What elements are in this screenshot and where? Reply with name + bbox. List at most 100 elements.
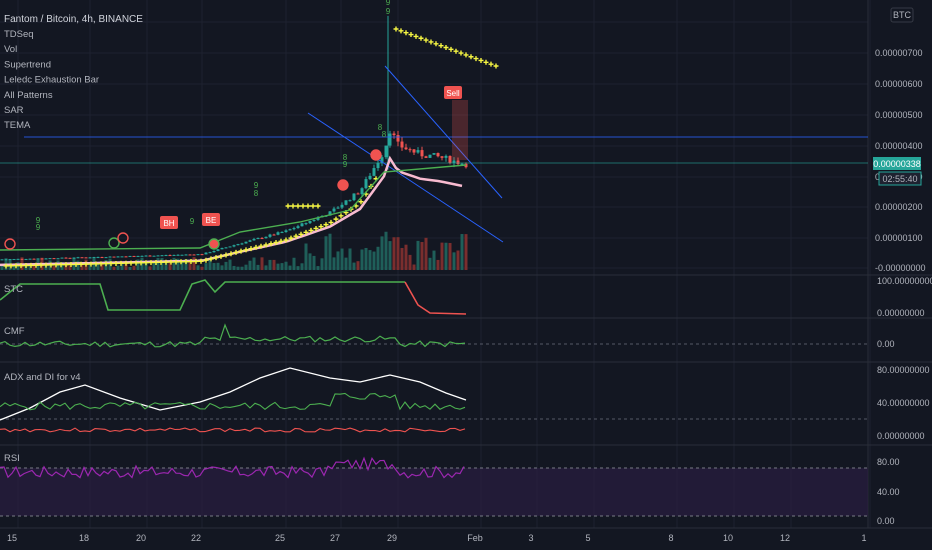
candle-body — [208, 252, 212, 254]
stc-line-green — [0, 279, 405, 311]
supertrend-mark — [138, 260, 144, 266]
time-tick-label: Feb — [467, 533, 483, 543]
candle-body — [436, 153, 440, 157]
candle-body — [168, 255, 172, 257]
cmf-pane — [0, 323, 868, 348]
supertrend-mark — [43, 262, 49, 268]
candle-body — [364, 179, 368, 189]
candle-body — [328, 211, 332, 216]
overlays — [0, 26, 868, 269]
supertrend-mark — [310, 203, 316, 209]
be-badge: BE — [206, 216, 217, 225]
supertrend-mark — [423, 37, 429, 43]
supertrend-mark — [463, 52, 469, 58]
last-price-text: 0.00000338 — [873, 159, 921, 169]
candle-body — [116, 256, 120, 258]
volume-bar — [388, 241, 392, 270]
supertrend-mark — [108, 261, 114, 267]
supertrend-mark — [143, 260, 149, 266]
volume-bar — [188, 259, 192, 270]
supertrend-mark — [148, 260, 154, 266]
volume-bar — [352, 262, 356, 270]
rsi-line — [0, 456, 465, 479]
supertrend-mark — [18, 263, 24, 269]
volume-bar — [216, 262, 220, 270]
adx-tick: 40.00000000 — [877, 398, 930, 408]
candle-body — [160, 255, 164, 257]
legend-item: Leledc Exhaustion Bar — [4, 75, 99, 86]
volume-bar — [376, 246, 380, 270]
candle-body — [432, 153, 436, 155]
supertrend-mark — [178, 259, 184, 265]
candle-body — [40, 258, 44, 260]
candle-body — [16, 258, 20, 260]
candle-body — [184, 254, 188, 256]
supertrend-mark — [318, 224, 324, 230]
time-tick-label: 15 — [7, 533, 17, 543]
pattern-marker — [370, 149, 382, 161]
candle-body — [176, 254, 180, 256]
adx-label: ADX and DI for v4 — [4, 372, 81, 383]
volume-bar — [372, 251, 376, 270]
pattern-marker — [117, 232, 129, 244]
volume-bar — [332, 257, 336, 270]
candle-body — [104, 257, 108, 259]
sell-zone — [452, 100, 468, 160]
candle-body — [360, 188, 364, 195]
trendline-lower — [307, 112, 504, 243]
supertrend-mark — [123, 260, 129, 266]
currency-button[interactable]: BTC — [890, 7, 914, 23]
pane-axes: 100.00000000 0.00000000 0.00 80.00000000 40.… — [877, 276, 932, 526]
candle-body — [352, 193, 356, 201]
candle-body — [268, 234, 272, 237]
indicator-legend[interactable]: TDSeq Vol Supertrend Leledc Exhaustion Bar A… — [4, 29, 99, 131]
supertrend-mark — [128, 260, 134, 266]
volume-bar — [420, 242, 424, 270]
candle-body — [284, 230, 288, 233]
candle-body — [0, 259, 4, 261]
candle-body — [256, 238, 260, 240]
candle-body — [456, 160, 460, 165]
volume-bar — [288, 265, 292, 270]
candle-body — [20, 258, 24, 260]
chart-title: Fantom / Bitcoin, 4h, BINANCE — [4, 14, 143, 25]
candle-body — [336, 207, 340, 209]
supertrend-mark — [208, 256, 214, 262]
candle-body — [112, 256, 116, 258]
volume-bar — [320, 258, 324, 270]
volume-bar — [12, 264, 16, 270]
supertrend-mark — [300, 203, 306, 209]
td-count: 9 — [36, 216, 41, 225]
supertrend-mark — [453, 48, 459, 54]
volume-bar — [364, 247, 368, 270]
td-count: 8 — [382, 130, 387, 139]
volume-bar — [148, 266, 152, 270]
volume-bar — [152, 260, 156, 270]
time-axis[interactable]: 15 18 20 22 25 27 29 Feb 3 5 8 10 12 1 — [7, 533, 867, 543]
volume-bar — [212, 263, 216, 270]
supertrend-mark — [88, 261, 94, 267]
legend-item: TDSeq — [4, 29, 34, 40]
td-count: 9 — [386, 0, 391, 7]
volume-bar — [164, 260, 168, 270]
adx-line — [0, 367, 467, 421]
candle-body — [60, 257, 64, 259]
candle-body — [80, 257, 84, 259]
candle-body — [424, 156, 428, 158]
supertrend-mark — [213, 255, 219, 261]
price-tick-label: 0.00000400 — [875, 141, 923, 151]
supertrend-mark — [478, 57, 484, 63]
supertrend-mark — [93, 261, 99, 267]
supertrend-mark — [403, 30, 409, 36]
candle-body — [248, 240, 252, 242]
candle-body — [232, 245, 236, 247]
candle-body — [280, 232, 284, 234]
candle-body — [452, 160, 456, 164]
candle-body — [128, 255, 132, 257]
supertrend-mark — [293, 233, 299, 239]
volume-bar — [336, 251, 340, 270]
volume-bar — [196, 265, 200, 270]
volume-bar — [252, 257, 256, 270]
time-tick-label: 3 — [528, 533, 533, 543]
